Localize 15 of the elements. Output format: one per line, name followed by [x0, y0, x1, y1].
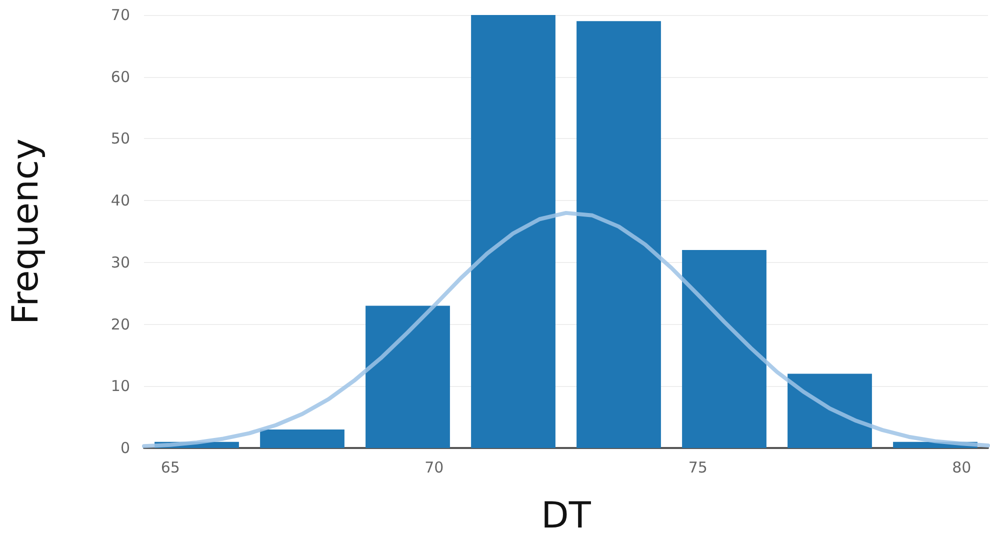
x-tick-label: 75 — [688, 458, 708, 476]
x-tick-label: 65 — [160, 458, 180, 476]
y-tick-label: 10 — [110, 377, 130, 396]
x-tick-label: 80 — [952, 458, 972, 476]
y-tick-label: 50 — [110, 130, 130, 148]
y-tick-label: 0 — [120, 439, 130, 457]
y-tick-label: 60 — [110, 68, 130, 86]
y-axis-title: Frequency — [6, 138, 46, 324]
y-tick-label: 20 — [110, 315, 130, 334]
y-tick-label: 40 — [110, 192, 130, 210]
y-tick-label: 30 — [110, 253, 130, 272]
x-tick-label: 70 — [424, 458, 444, 476]
line-series — [142, 210, 990, 448]
y-tick-label: 70 — [110, 6, 130, 24]
x-axis-title: DT — [541, 496, 592, 536]
